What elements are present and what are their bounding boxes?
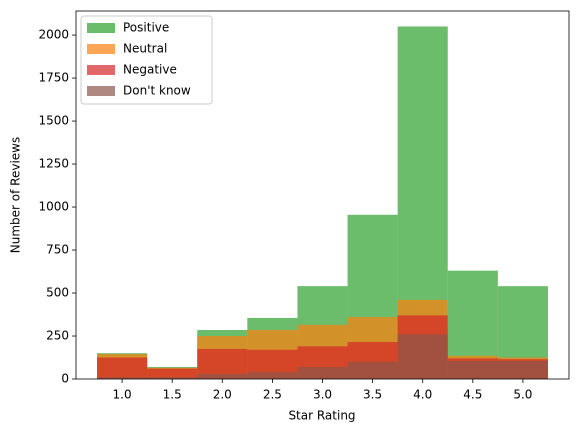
y-tick-label: 2000 [38,28,69,42]
legend-swatch [87,23,115,33]
bar [397,334,448,379]
x-tick-label: 1.0 [113,388,132,402]
y-tick-label: 1500 [38,114,69,128]
x-tick-label: 4.0 [413,388,432,402]
y-axis-label: Number of Reviews [9,137,23,253]
bar [97,377,148,379]
x-axis-label: Star Rating [288,409,355,423]
bar [497,360,548,379]
bar [147,368,198,379]
y-tick-label: 250 [46,329,69,343]
y-tick-label: 1000 [38,200,69,214]
bar [447,360,498,379]
x-tick-label: 5.0 [513,388,532,402]
x-tick-label: 3.0 [313,388,332,402]
y-tick-label: 1750 [38,71,69,85]
legend-swatch [87,44,115,54]
bar [347,361,398,379]
legend-swatch [87,65,115,75]
legend-label: Negative [123,63,177,77]
legend-label: Positive [123,21,169,35]
x-tick-label: 4.5 [463,388,482,402]
legend-box [80,15,213,105]
bar [147,377,198,379]
x-tick-label: 2.5 [263,388,282,402]
bar [247,372,298,379]
legend-label: Don't know [123,84,191,98]
bar [197,373,248,379]
bar [97,357,148,379]
x-tick-label: 1.5 [163,388,182,402]
y-tick-label: 0 [61,372,69,386]
y-tick-label: 1250 [38,157,69,171]
y-tick-label: 750 [46,243,69,257]
bar [297,366,348,379]
y-tick-label: 500 [46,286,69,300]
legend-label: Neutral [123,42,167,56]
legend-swatch [87,86,115,96]
x-tick-label: 2.0 [213,388,232,402]
x-tick-label: 3.5 [363,388,382,402]
